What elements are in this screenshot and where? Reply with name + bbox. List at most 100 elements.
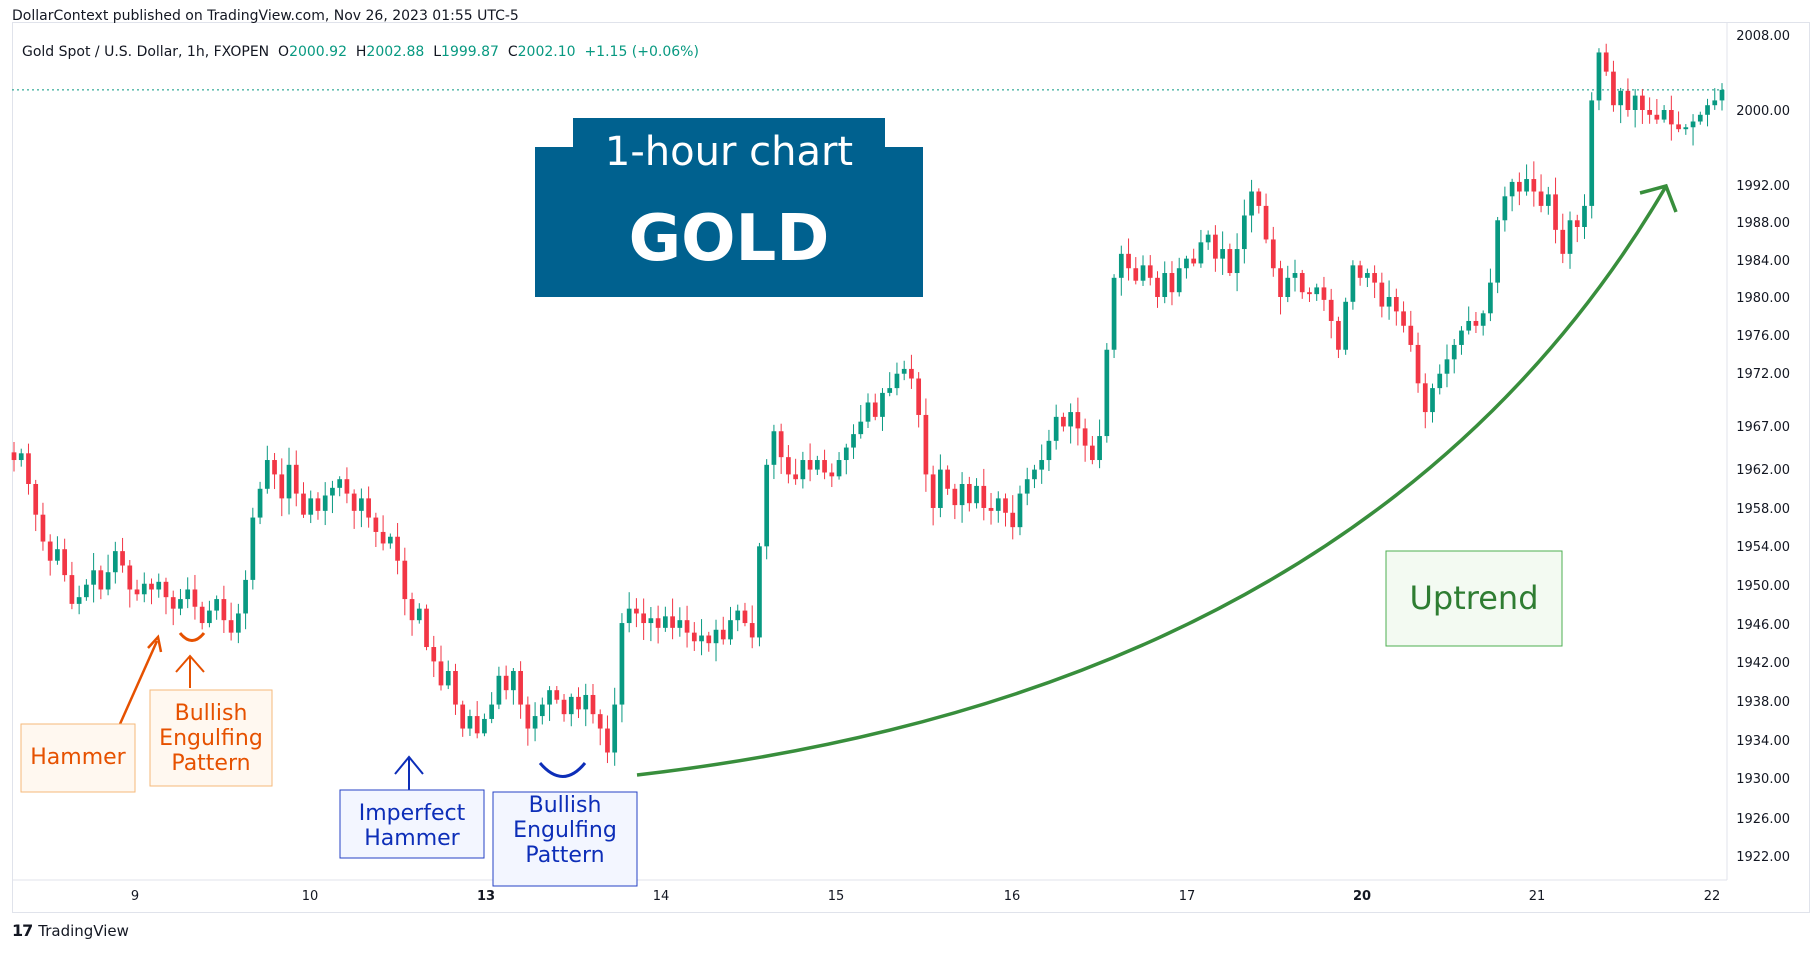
time-tick-label: 20 (1353, 889, 1371, 904)
candle-body (1408, 325, 1414, 345)
candle-body (706, 635, 712, 644)
candle-body (69, 575, 75, 604)
candle-body (387, 536, 393, 544)
candle-body (1213, 234, 1218, 259)
engulfing-annotation-2: Bullish Engulfing Pattern (492, 762, 638, 887)
candle-body (829, 472, 835, 477)
candle-body (930, 474, 936, 508)
candle-body (1039, 460, 1045, 470)
candle-body (511, 671, 516, 691)
candle-body (308, 498, 314, 515)
candle-body (945, 469, 950, 489)
price-axis[interactable]: 2008.00 2000.00 1992.00 1988.00 1984.00 1980.… (1726, 22, 1790, 880)
imperfect-hammer-line-2: Hammer (364, 826, 460, 851)
candle-body (619, 623, 625, 705)
candle-body (1075, 412, 1081, 429)
publisher-line: DollarContext published on TradingView.c… (12, 8, 519, 24)
candle-body (1661, 110, 1667, 120)
candle-body (728, 620, 733, 640)
candle-body (583, 694, 589, 710)
uptrend-curve-arrow (636, 187, 1667, 777)
candle-body (1292, 273, 1298, 278)
candle-body (156, 581, 162, 590)
candle-body (366, 498, 371, 518)
engulfing-annotation-1: Bullish Engulfing Pattern (149, 632, 273, 787)
candle-body (503, 675, 509, 691)
hammer-label: Hammer (30, 745, 126, 770)
title-box-notch-right (885, 116, 923, 147)
candle-body (641, 613, 646, 624)
engulfing-1-arrow-head (175, 654, 205, 673)
title-box-tab (573, 118, 885, 154)
candle-body (134, 589, 140, 595)
candle-body (1372, 273, 1377, 283)
price-tick-label: 1942.00 (1736, 656, 1790, 671)
candle-body (1003, 498, 1008, 513)
candle-body (684, 620, 690, 633)
candle-body (539, 704, 545, 717)
candle-body (1415, 344, 1421, 384)
price-tick-label: 1972.00 (1736, 367, 1790, 382)
candle-body (1719, 89, 1725, 101)
candle-body (1567, 220, 1573, 254)
candle-body (301, 493, 306, 515)
candle-body (1133, 268, 1139, 281)
price-tick-label: 1938.00 (1736, 695, 1790, 710)
candle-body (1611, 71, 1616, 106)
candle-body (858, 421, 864, 435)
candle-body (865, 402, 871, 422)
candle-body (344, 479, 350, 494)
candle-body (771, 431, 777, 465)
time-axis[interactable]: 9 10 13 14 15 16 17 20 21 22 (12, 879, 1727, 904)
candle-body (1068, 412, 1073, 427)
candle-body (293, 464, 299, 494)
candle-body (1184, 258, 1189, 269)
candle-body (1328, 299, 1334, 321)
candle-body (1386, 297, 1392, 307)
candle-body (1357, 265, 1363, 278)
candle-body (91, 570, 96, 585)
imperfect-hammer-line-1: Imperfect (359, 801, 466, 826)
price-tick-label: 1962.00 (1736, 463, 1790, 478)
uptrend-arrow-head (1639, 183, 1678, 213)
symbol-name[interactable]: Gold Spot / U.S. Dollar, 1h, FXOPEN (22, 44, 270, 60)
candle-body (47, 541, 53, 561)
engulfing-2-arc (538, 762, 587, 778)
candle-body (18, 453, 24, 461)
high-value: 2002.88 (366, 44, 425, 60)
candle-body (55, 549, 60, 561)
candle-body (127, 565, 133, 590)
candle-body (149, 583, 154, 590)
candle-body (482, 718, 487, 734)
candle-body (1082, 428, 1088, 446)
time-tick-label: 9 (131, 889, 139, 904)
candle-body (257, 488, 263, 518)
engulfing-1-label-box (149, 689, 273, 787)
candle-body (11, 452, 17, 461)
candle-body (1024, 479, 1030, 494)
uptrend-annotation: Uptrend (636, 183, 1678, 777)
candle-body (597, 714, 603, 729)
candle-body (1495, 220, 1500, 283)
high-label: H (355, 44, 367, 60)
hammer-arrow-line (118, 640, 159, 725)
candle-body (279, 474, 285, 499)
candle-body (1053, 416, 1059, 441)
candle-body (757, 546, 762, 638)
candle-body (1314, 287, 1320, 295)
candle-body (359, 498, 364, 511)
candle-body (634, 608, 639, 614)
tradingview-logo-icon: 17 (12, 921, 33, 940)
candle-body (626, 608, 632, 624)
candle-body (655, 618, 661, 628)
candle-body (901, 368, 907, 374)
candle-body (438, 661, 444, 686)
candle-body (1249, 191, 1254, 216)
candle-body (474, 716, 480, 734)
candle-body (192, 589, 198, 607)
candle-body (416, 608, 422, 621)
tradingview-logo[interactable]: 17 TradingView (12, 921, 129, 940)
candle-body (1234, 249, 1240, 274)
tradingview-logo-text: TradingView (38, 921, 129, 940)
